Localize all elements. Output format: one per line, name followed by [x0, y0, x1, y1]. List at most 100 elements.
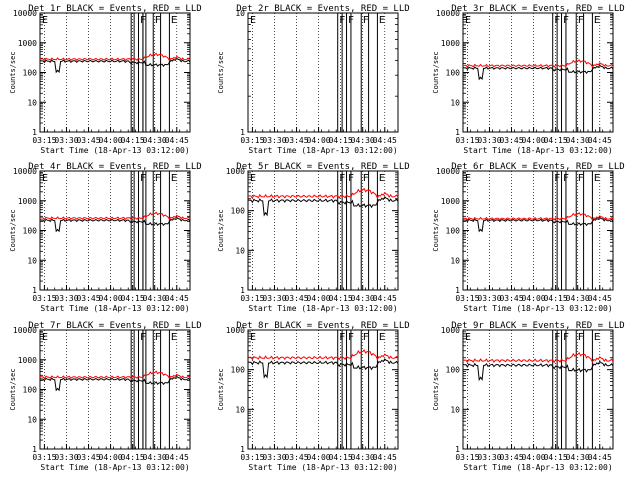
flare-marker-label: F [348, 332, 354, 343]
y-tick-label: 1000 [441, 326, 460, 335]
eclipse-marker-label: E [379, 173, 385, 184]
y-tick-label: 10 [27, 98, 37, 107]
y-axis-label: Counts/sec [432, 368, 440, 410]
flare-interval [152, 12, 162, 133]
x-tick-label: 03:15 [240, 294, 264, 303]
x-tick-label: 04:45 [588, 294, 612, 303]
x-tick-label: 04:30 [566, 453, 590, 462]
start-marker-label: E [465, 173, 471, 184]
y-axis-label: Counts/sec [9, 368, 17, 410]
x-tick-label: 03:15 [240, 453, 264, 462]
y-tick-label: 1 [240, 286, 245, 295]
y-tick-label: 10 [27, 415, 37, 424]
eclipse-marker-label: E [379, 332, 385, 343]
flare-marker-label: F [578, 332, 584, 343]
y-tick-label: 100 [23, 69, 38, 78]
x-tick-label: 04:15 [121, 294, 145, 303]
x-tick-label: 03:30 [262, 136, 286, 145]
eclipse-marker-label: E [171, 173, 177, 184]
plot-frame [39, 170, 191, 291]
x-tick-label: 03:15 [455, 453, 479, 462]
events-series-line [247, 195, 399, 217]
panel-6: F F F EE11010010001000003:1503:3003:4504:00… [432, 162, 625, 313]
lld-series-line [39, 370, 191, 380]
flare-marker-label: F [339, 173, 345, 184]
x-tick-label: 03:15 [240, 136, 264, 145]
flare-interval [337, 12, 343, 133]
x-axis-label: Start Time (18-Apr-13 03:12:00) [248, 146, 397, 155]
flare-interval [337, 329, 343, 450]
panel-title: Det 1r BLACK = Events, RED = LLD [28, 4, 201, 14]
x-tick-label: 03:45 [284, 136, 308, 145]
panel-7: F F EE11010010001000003:1503:3003:4504:000… [9, 321, 202, 472]
flare-interval [360, 170, 370, 291]
x-tick-label: 04:45 [165, 294, 189, 303]
x-tick-label: 03:15 [32, 453, 56, 462]
y-tick-label: 1000 [441, 197, 460, 206]
y-tick-label: 10 [450, 405, 460, 414]
x-tick-label: 04:30 [143, 136, 167, 145]
start-marker-label: E [250, 15, 256, 26]
attenuator-interval [130, 329, 135, 450]
flare-marker-label: F [554, 15, 560, 26]
x-tick-label: 03:30 [54, 453, 78, 462]
y-tick-label: 100 [231, 366, 246, 375]
panel-3: F F F EE11010010001000003:1503:3003:4504:00… [432, 4, 625, 155]
y-tick-label: 100 [23, 227, 38, 236]
flare-marker-label: F [348, 15, 354, 26]
panel-title: Det 9r BLACK = Events, RED = LLD [451, 321, 624, 331]
y-tick-label: 100 [446, 69, 461, 78]
x-tick-label: 04:30 [351, 136, 375, 145]
flare-interval [360, 12, 370, 133]
flare-marker-label: F [363, 332, 369, 343]
y-tick-label: 10 [27, 256, 37, 265]
y-tick-label: 10 [450, 98, 460, 107]
flare-interval [575, 170, 585, 291]
flare-marker-label: F [578, 173, 584, 184]
plot-frame [462, 170, 614, 291]
y-tick-label: 10000 [436, 167, 460, 176]
eclipse-marker-label: E [594, 173, 600, 184]
panel-1: F F EE11010010001000003:1503:3003:4504:000… [9, 4, 202, 155]
y-axis-label: Counts/sec [432, 209, 440, 251]
events-series-line [462, 64, 614, 81]
x-tick-label: 03:30 [262, 294, 286, 303]
y-tick-label: 1000 [18, 39, 37, 48]
y-tick-label: 100 [231, 207, 246, 216]
panel-title: Det 4r BLACK = Events, RED = LLD [28, 162, 201, 172]
x-tick-label: 04:45 [373, 136, 397, 145]
start-marker-label: E [250, 332, 256, 343]
x-tick-label: 03:30 [477, 294, 501, 303]
y-axis-label: Counts/sec [217, 51, 225, 93]
y-tick-label: 10000 [13, 167, 37, 176]
flare-interval [575, 329, 585, 450]
flare-interval [552, 170, 558, 291]
y-axis-label: Counts/sec [9, 209, 17, 251]
panel-title: Det 3r BLACK = Events, RED = LLD [451, 4, 624, 14]
x-tick-label: 04:00 [99, 136, 123, 145]
x-tick-label: 04:15 [544, 294, 568, 303]
flare-marker-label: F [554, 173, 560, 184]
flare-interval [337, 170, 343, 291]
flare-interval [152, 329, 162, 450]
x-tick-label: 04:00 [307, 453, 331, 462]
x-tick-label: 04:45 [588, 453, 612, 462]
x-tick-label: 03:30 [477, 136, 501, 145]
x-tick-label: 04:45 [165, 136, 189, 145]
y-tick-label: 1 [32, 445, 37, 454]
x-tick-label: 04:15 [329, 136, 353, 145]
start-marker-label: E [42, 332, 48, 343]
x-axis-label: Start Time (18-Apr-13 03:12:00) [463, 463, 612, 472]
y-tick-label: 1000 [226, 167, 245, 176]
flare-interval [346, 12, 352, 133]
x-tick-label: 04:30 [351, 294, 375, 303]
events-series-line [39, 375, 191, 392]
y-tick-label: 100 [23, 386, 38, 395]
y-tick-label: 10 [235, 9, 245, 18]
eclipse-marker-label: E [379, 15, 385, 26]
x-tick-label: 04:30 [566, 294, 590, 303]
x-axis-label: Start Time (18-Apr-13 03:12:00) [248, 304, 397, 313]
attenuator-interval [130, 170, 135, 291]
y-tick-label: 10 [235, 246, 245, 255]
x-axis-label: Start Time (18-Apr-13 03:12:00) [463, 146, 612, 155]
